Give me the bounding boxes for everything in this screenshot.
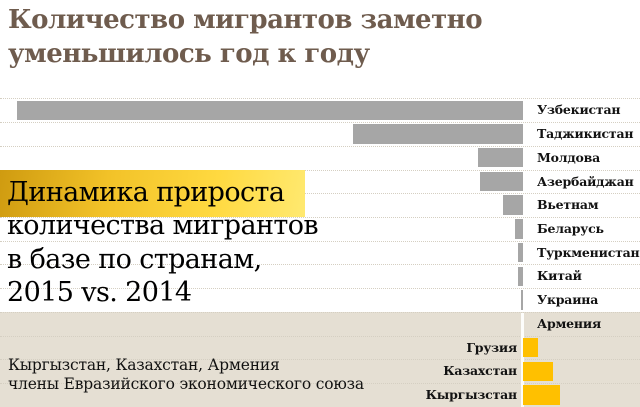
row-gridline <box>0 311 640 313</box>
annotation-line-4: 2015 vs. 2014 <box>7 277 192 309</box>
country-label: Узбекистан <box>537 102 621 118</box>
annotation-line-1: Динамика прироста <box>7 177 285 208</box>
bar-increase <box>523 385 560 405</box>
country-label: Казахстан <box>443 363 517 379</box>
bar-decrease <box>521 290 523 310</box>
country-label: Туркменистан <box>537 244 640 260</box>
row-gridline <box>0 288 640 290</box>
country-label: Грузия <box>466 339 517 355</box>
row-gridline <box>0 264 640 266</box>
bar-decrease <box>518 242 523 263</box>
country-label: Таджикистан <box>537 126 634 142</box>
title-line-1: Количество мигрантов заметно <box>8 5 483 35</box>
bar-decrease <box>515 219 523 239</box>
chart-annotation: Динамика прироста количества мигрантов в… <box>7 176 319 310</box>
country-label: Украина <box>537 292 599 308</box>
annotation-line-2: количества мигрантов <box>7 210 319 242</box>
row-gridline <box>0 335 640 337</box>
annotation-highlight <box>0 170 305 217</box>
bar-decrease <box>480 171 523 192</box>
bar-decrease <box>503 195 523 215</box>
country-label: Вьетнам <box>537 197 599 213</box>
footnote-line-1: Кыргызстан, Казахстан, Армения <box>8 356 280 374</box>
country-label: Молдова <box>537 149 601 165</box>
title-line-2: уменьшилось год к году <box>8 39 370 69</box>
row-gridline <box>0 122 640 124</box>
annotation-line-3: в базе по странам, <box>7 243 262 275</box>
footnote-line-2: члены Евразийского экономического союза <box>8 374 364 393</box>
bar-decrease <box>17 100 523 120</box>
row-gridline <box>0 145 640 147</box>
value-axis-line <box>521 312 524 407</box>
country-label: Беларусь <box>537 221 604 236</box>
bar-increase <box>523 337 538 358</box>
row-gridline <box>0 193 640 195</box>
bar-decrease <box>478 147 523 168</box>
country-label: Армения <box>537 315 601 331</box>
footnote: Кыргызстан, Казахстан, Армения члены Евр… <box>8 356 364 393</box>
country-label: Китай <box>537 268 582 284</box>
row-gridline <box>0 98 640 100</box>
row-gridline <box>0 169 640 171</box>
row-gridline <box>0 359 640 361</box>
row-gridline <box>0 240 640 242</box>
row-gridline <box>0 383 640 385</box>
country-label: Азербайджан <box>537 173 634 189</box>
bar-increase <box>523 361 553 382</box>
country-label: Кыргызстан <box>425 387 518 403</box>
bar-decrease <box>518 266 523 287</box>
slide-title: Количество мигрантов заметно уменьшилось… <box>8 3 628 71</box>
row-gridline <box>0 217 640 218</box>
bar-decrease <box>353 124 523 144</box>
